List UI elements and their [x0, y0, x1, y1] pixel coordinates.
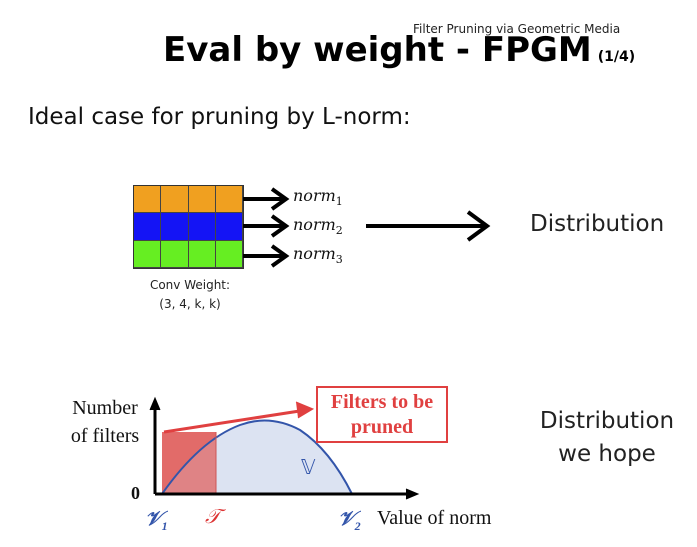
v2-label: 𝒱2 — [338, 508, 361, 533]
weight-cell — [134, 213, 162, 241]
norm-arrowhead-1 — [270, 187, 290, 211]
title-text: Eval by weight - FPGM — [163, 30, 592, 70]
slide-title: Eval by weight - FPGM (1/4) — [163, 30, 635, 70]
norm-label-2: norm2 — [293, 215, 343, 238]
pruned-overlay — [162, 432, 216, 494]
pruned-annotation: Filters to be pruned — [316, 386, 448, 443]
threshold-label: 𝒯 — [205, 506, 221, 528]
weight-cell — [215, 186, 243, 214]
page-indicator: (1/4) — [597, 49, 636, 65]
distribution-label: Distribution — [530, 211, 665, 237]
origin-label: 0 — [131, 483, 140, 503]
weight-cell — [188, 240, 216, 268]
weight-cell — [215, 240, 243, 268]
annotation-arrowhead — [295, 401, 315, 419]
weight-cell — [215, 213, 243, 241]
weight-cell — [161, 213, 189, 241]
norm-label-3: norm3 — [293, 244, 343, 267]
x-axis-title: Value of norm — [377, 507, 492, 529]
norm-label-1: norm1 — [293, 186, 343, 209]
conv-weight-caption: Conv Weight: (3, 4, k, k) — [149, 278, 231, 311]
curve-label: 𝕍 — [301, 455, 316, 479]
distribution-arrowhead — [466, 210, 491, 242]
weight-cell — [134, 186, 162, 214]
y-axis-title: Number of filters — [70, 397, 140, 447]
weight-cell — [161, 240, 189, 268]
source-note: Filter Pruning via Geometric Media — [413, 22, 621, 36]
norm-arrowhead-2 — [270, 214, 290, 238]
y-axis-arrowhead — [149, 396, 161, 411]
x-axis-arrowhead — [405, 488, 420, 500]
v1-label: 𝒱1 — [145, 508, 168, 533]
hope-label: Distribution we hope — [539, 408, 675, 467]
weight-cell — [188, 186, 216, 214]
weight-cell — [161, 186, 189, 214]
annotation-arrow — [163, 408, 307, 434]
conv-weight-grid — [133, 185, 244, 269]
weight-cell — [134, 240, 162, 268]
distribution-curve — [161, 419, 353, 495]
weight-cell — [188, 213, 216, 241]
intro-text: Ideal case for pruning by L-norm: — [28, 104, 411, 130]
norm-arrowhead-3 — [270, 244, 290, 268]
